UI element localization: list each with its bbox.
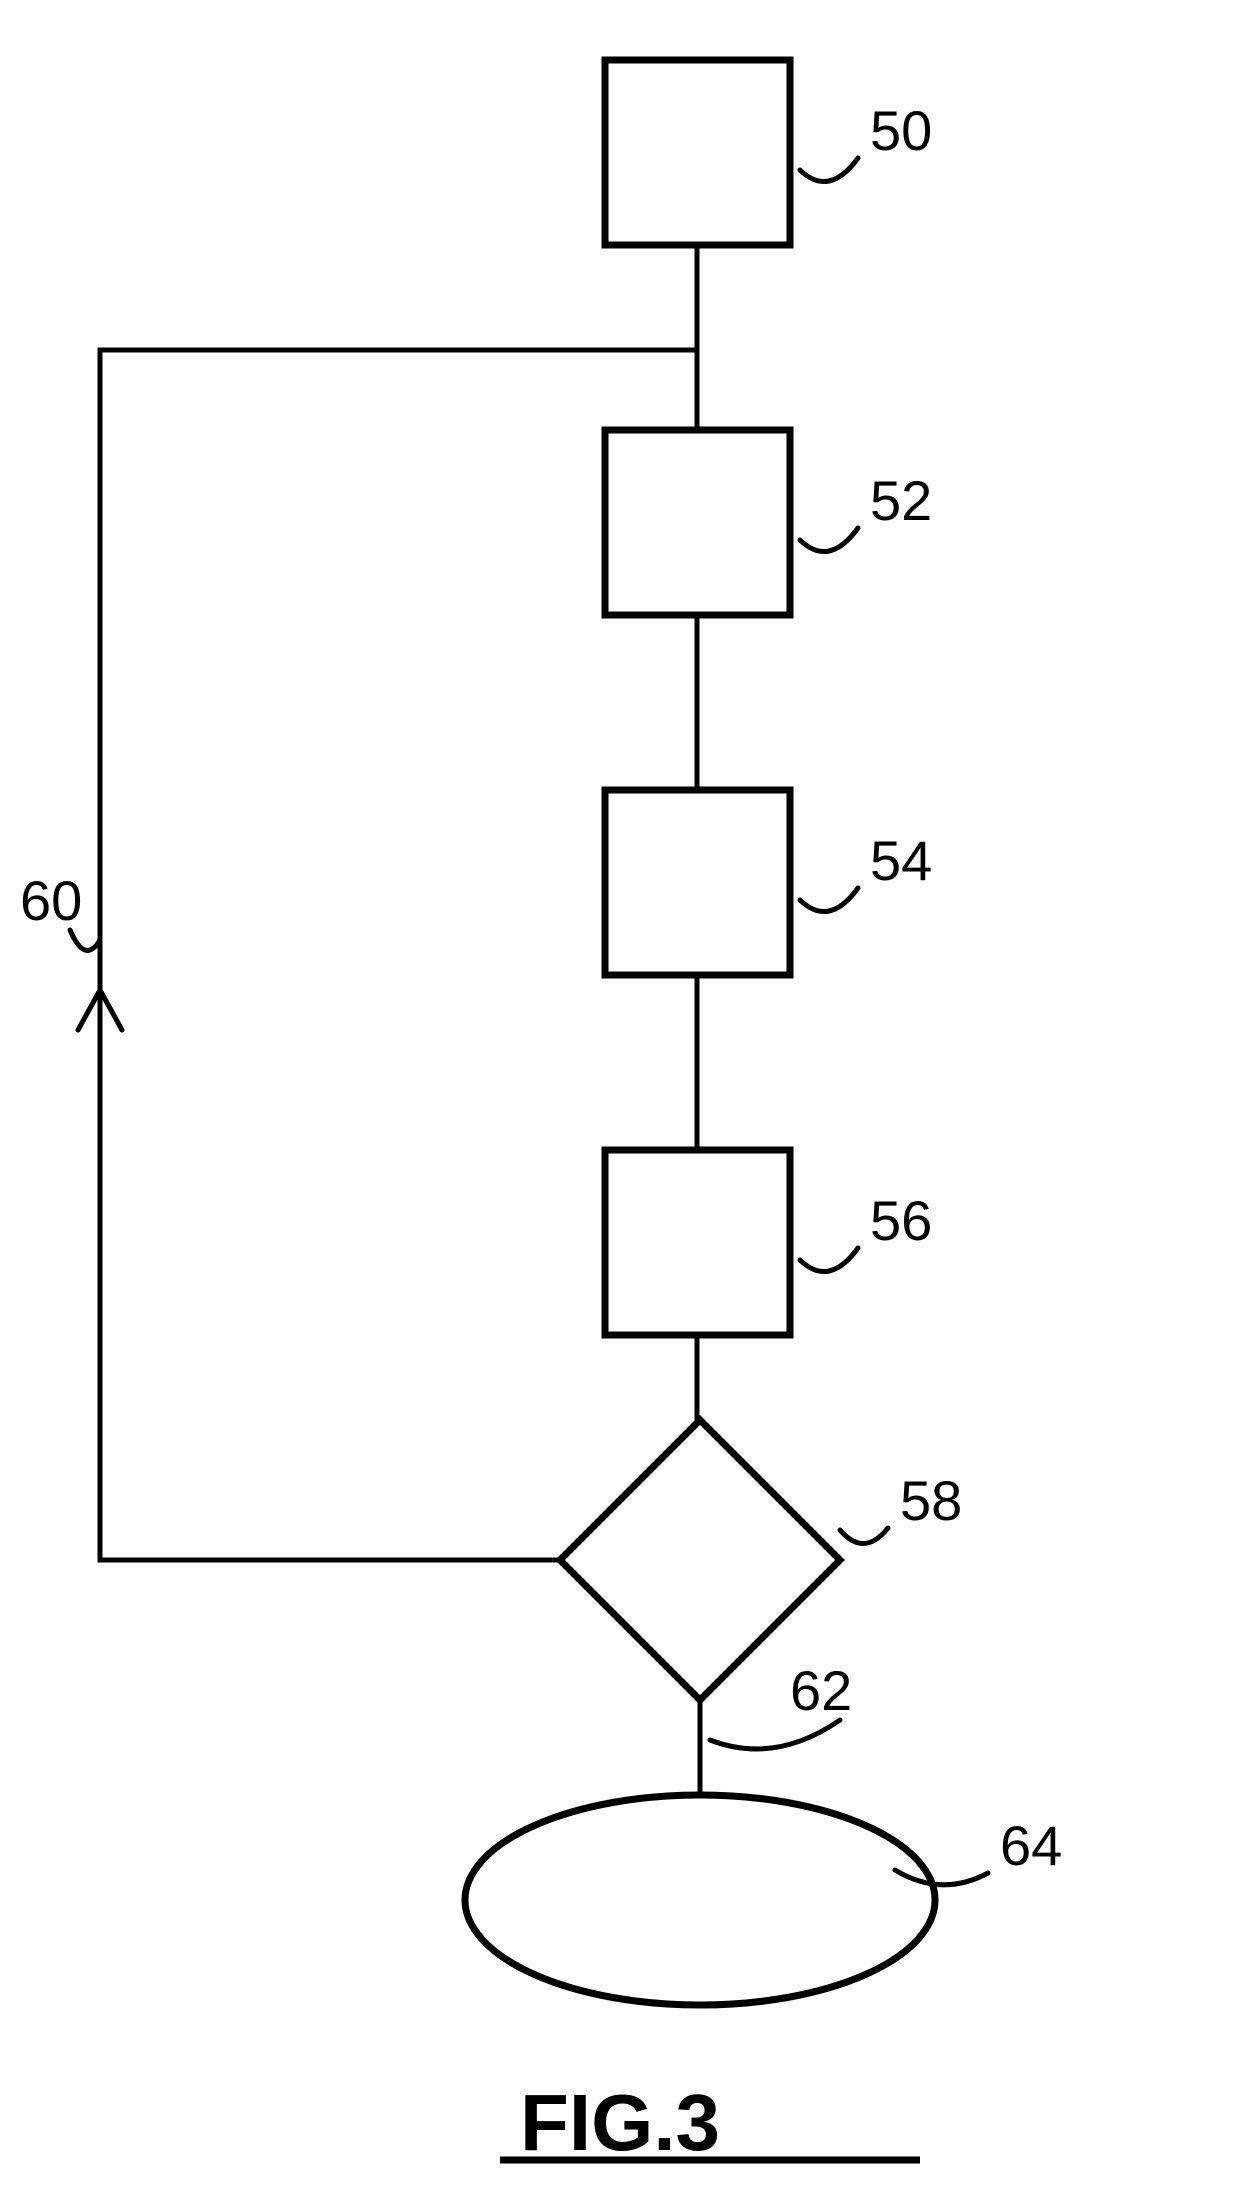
node-label-n64: 64 [1000, 1814, 1062, 1877]
node-n64 [465, 1795, 935, 2005]
node-label-n52: 52 [870, 469, 932, 532]
node-label-n56: 56 [870, 1189, 932, 1252]
node-n54 [605, 790, 790, 975]
edge-label-e62: 62 [790, 1659, 852, 1722]
flowchart-figure: 60 62 50 52 54 56 58 64 FIG.3 [0, 0, 1240, 2212]
edge-label-e60: 60 [20, 869, 82, 932]
node-n56 [605, 1150, 790, 1335]
figure-label: FIG.3 [520, 2078, 720, 2167]
node-label-n54: 54 [870, 829, 932, 892]
node-label-n50: 50 [870, 99, 932, 162]
node-n52 [605, 430, 790, 615]
node-label-n58: 58 [900, 1469, 962, 1532]
node-n50 [605, 60, 790, 245]
